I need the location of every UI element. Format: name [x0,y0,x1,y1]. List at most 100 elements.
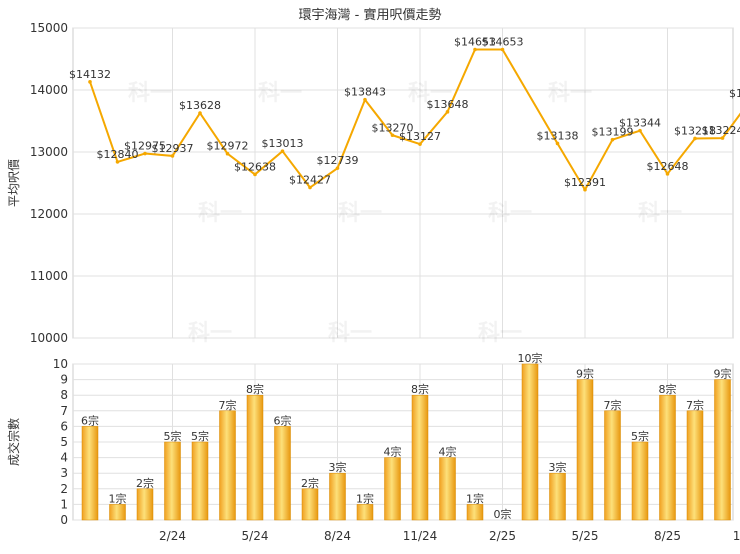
bar-x-tick-label: 5/25 [572,529,599,543]
line-data-label: $13138 [537,129,579,142]
bar-rect [110,504,126,520]
bar-data-label: 1宗 [356,491,374,505]
watermark-text: 科一 [638,201,682,226]
watermark-text: 科一 [328,321,372,346]
bar-data-label: 6宗 [274,413,292,427]
watermark-text: 科一 [258,81,302,106]
bar-data-label: 5宗 [631,429,649,443]
bar-y-tick-label: 4 [60,451,68,465]
line-data-label: $13013 [262,137,304,150]
bar-data-label: 8宗 [659,382,677,396]
bar-rect [357,504,373,520]
line-data-label: $13648 [427,98,469,111]
line-data-label: $13628 [179,99,221,112]
bar-y-tick-label: 5 [60,435,68,449]
bar-rect [440,458,456,520]
bar-data-label: 9宗 [714,367,732,381]
line-y-axis-label: 平均呎價 [7,159,21,207]
line-y-tick-label: 11000 [30,269,68,283]
bar-x-tick-label: 11/25 [733,529,740,543]
bar-data-label: 5宗 [191,429,209,443]
bar-x-tick-label: 8/24 [324,529,351,543]
line-y-tick-label: 10000 [30,331,68,345]
bar-data-label: 8宗 [246,382,264,396]
bar-rect [165,442,181,520]
bar-data-label: 2宗 [301,476,319,490]
bar-rect [412,395,428,520]
bar-data-label: 7宗 [686,398,704,412]
bar-y-tick-label: 2 [60,482,68,496]
bar-data-label: 1宗 [109,491,127,505]
bar-data-label: 5宗 [164,429,182,443]
line-data-label: $12972 [207,140,249,153]
watermark-text: 科一 [198,201,242,226]
bar-rect [632,442,648,520]
bar-rect [687,411,703,520]
line-data-label: $13826 [729,87,740,100]
bar-y-axis-label: 成交宗數 [6,418,21,466]
bar-y-tick-label: 1 [60,497,68,511]
line-data-label: $13224 [702,124,740,137]
line-data-label: $13127 [399,130,441,143]
bar-y-tick-label: 6 [60,419,68,433]
bar-y-tick-label: 8 [60,388,68,402]
bar-data-label: 4宗 [439,445,457,459]
bar-rect [385,458,401,520]
watermark-text: 科一 [188,321,232,346]
bar-y-tick-label: 10 [53,357,68,371]
watermark-text: 科一 [478,321,522,346]
watermark-text: 科一 [548,81,592,106]
bar-data-label: 9宗 [576,367,594,381]
bar-data-label: 6宗 [81,413,99,427]
bar-rect [330,473,346,520]
watermark-text: 科一 [338,201,382,226]
bar-rect [660,395,676,520]
watermark-text: 科一 [128,81,172,106]
bar-y-tick-label: 9 [60,373,68,387]
bar-rect [192,442,208,520]
bar-data-label: 3宗 [329,460,347,474]
bar-rect [247,395,263,520]
line-data-label: $12391 [564,176,606,189]
bar-data-label: 1宗 [466,491,484,505]
line-y-tick-label: 13000 [30,145,68,159]
bar-rect [605,411,621,520]
line-y-tick-label: 14000 [30,83,68,97]
watermark-text: 科一 [488,201,532,226]
bar-rect [550,473,566,520]
line-data-label: $14132 [69,68,111,81]
bar-rect [302,489,318,520]
line-data-label: $13344 [619,117,661,130]
bar-rect [715,380,731,520]
bar-data-label: 7宗 [604,398,622,412]
bar-rect [577,380,593,520]
bar-data-label: 10宗 [518,351,543,365]
bar-x-tick-label: 11/24 [403,529,438,543]
bar-y-tick-label: 3 [60,466,68,480]
bar-rect [137,489,153,520]
line-data-label: $12937 [152,142,194,155]
line-data-label: $12739 [317,154,359,167]
line-data-label: $12648 [647,160,689,173]
bar-x-tick-label: 2/24 [159,529,186,543]
bar-data-label: 2宗 [136,476,154,490]
bar-x-tick-label: 5/24 [242,529,269,543]
line-data-label: $13843 [344,86,386,99]
bar-data-label: 4宗 [384,445,402,459]
bar-rect [82,426,98,520]
line-y-tick-label: 15000 [30,21,68,35]
bar-rect [467,504,483,520]
bar-rect [522,364,538,520]
bar-y-tick-label: 0 [60,513,68,527]
chart-title: 環宇海灣 - 實用呎價走勢 [0,4,740,23]
line-data-label: $12638 [234,160,276,173]
bar-x-tick-label: 8/25 [654,529,681,543]
bar-rect [220,411,236,520]
line-data-label: $12427 [289,174,331,187]
bar-rect [275,426,291,520]
bar-y-tick-label: 7 [60,404,68,418]
bar-data-label: 0宗 [494,507,512,521]
line-data-label: $14653 [482,36,524,49]
